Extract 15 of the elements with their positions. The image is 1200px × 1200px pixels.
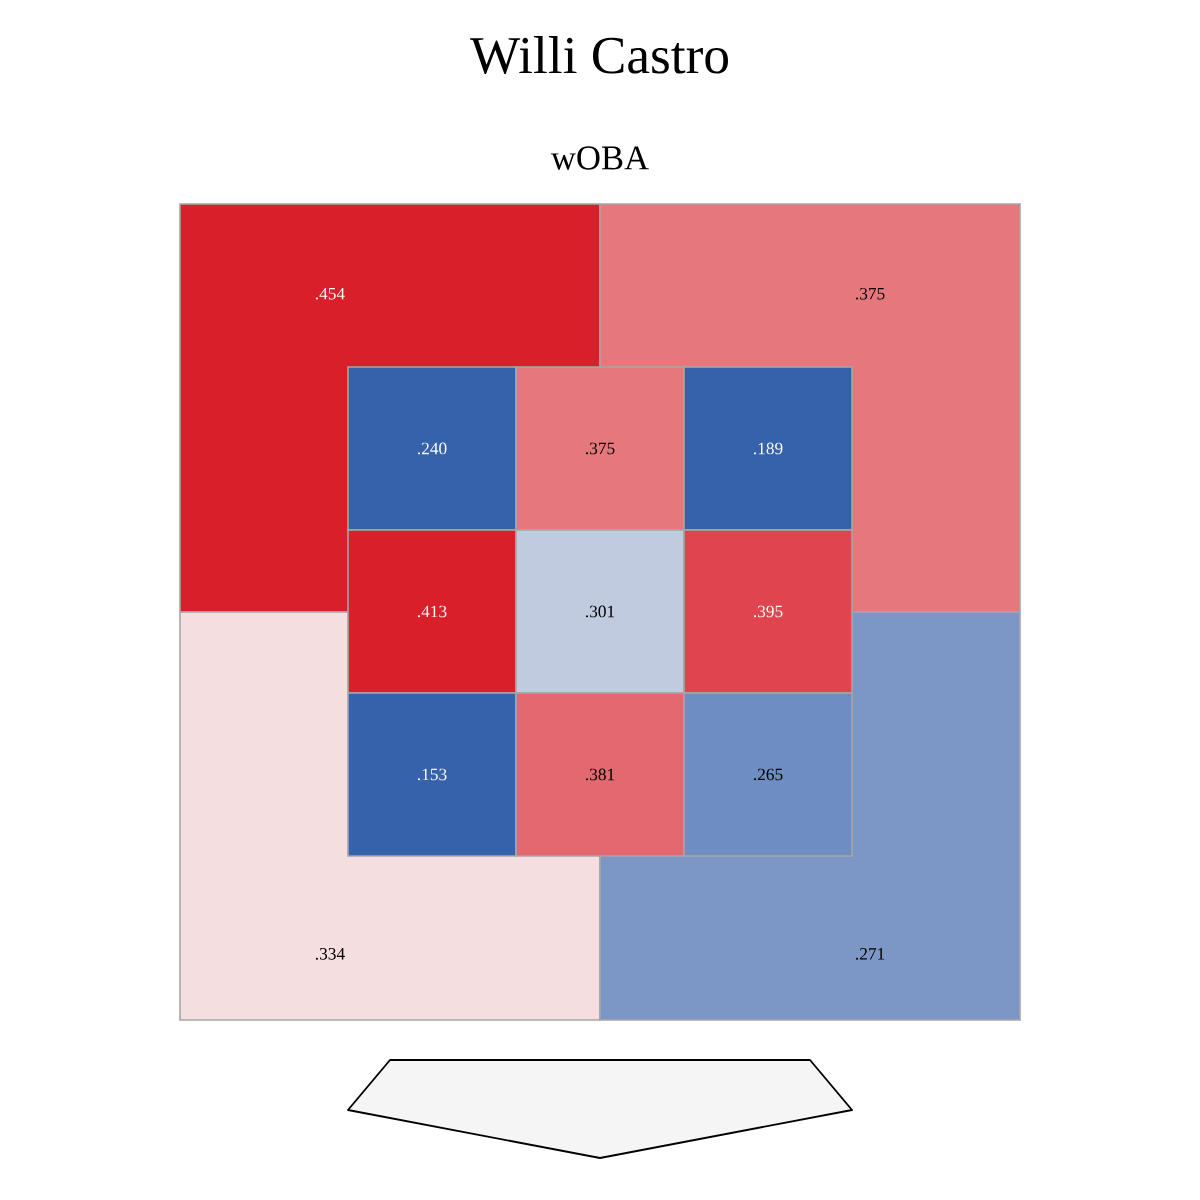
data-label: .454 bbox=[315, 287, 345, 300]
data-label: .189 bbox=[753, 442, 783, 455]
data-label: .265 bbox=[753, 768, 783, 781]
data-label: .381 bbox=[585, 768, 615, 781]
data-label: .240 bbox=[417, 442, 447, 455]
chart-title: Willi Castro bbox=[470, 36, 728, 74]
data-label: .301 bbox=[585, 605, 615, 618]
data-label: .375 bbox=[585, 442, 615, 455]
data-label: .395 bbox=[753, 605, 783, 618]
data-label: .271 bbox=[856, 948, 885, 960]
data-label: .334 bbox=[315, 948, 345, 960]
data-label: .413 bbox=[417, 605, 447, 618]
data-label: .153 bbox=[417, 768, 447, 781]
chart-subtitle: wOBA bbox=[550, 146, 649, 170]
data-label: .375 bbox=[856, 287, 885, 300]
